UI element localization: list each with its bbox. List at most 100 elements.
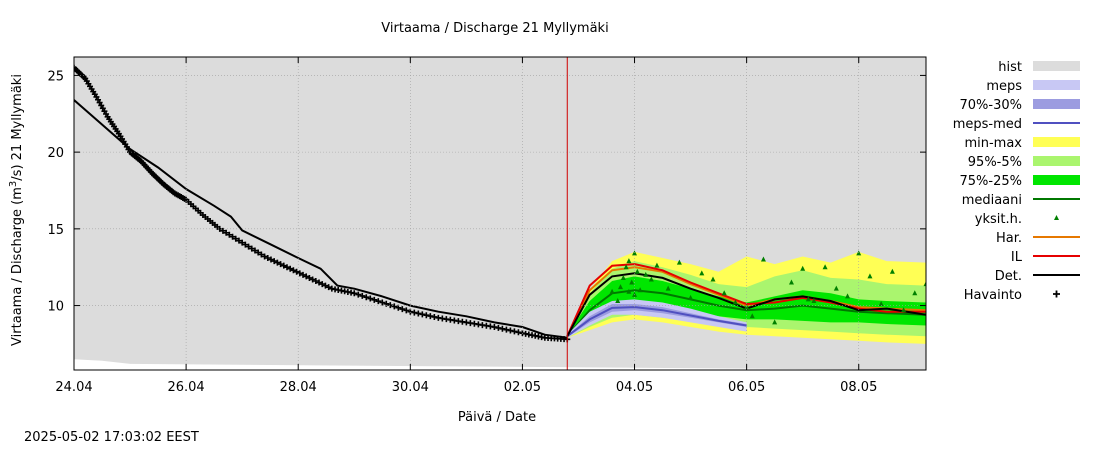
single-member-point (618, 284, 624, 290)
legend-label: mediaani (962, 193, 1022, 208)
legend-item-meps-med: meps-med (953, 117, 1080, 132)
legend: hist meps 70%-30% meps-med min-max 95%-5% 75%-… (953, 60, 1080, 303)
single-member-point (800, 265, 806, 271)
legend-item-mediaani: mediaani (962, 193, 1080, 208)
legend-item-har: Har. (996, 231, 1080, 246)
legend-label: 95%-5% (968, 155, 1022, 170)
x-tick-label: 08.05 (840, 380, 877, 395)
legend-item-yksit-h: yksit.h. (975, 212, 1059, 227)
legend-swatch (1033, 156, 1080, 166)
y-tick-label: 10 (47, 300, 64, 315)
y-axis-label-suffix: /s) 21 Myllymäki (10, 74, 25, 181)
observed-point (351, 290, 358, 297)
legend-swatch (1033, 99, 1080, 109)
observed-point (431, 313, 438, 320)
single-member-point (788, 279, 794, 285)
observed-point (242, 241, 249, 248)
70-30-series-8 (567, 304, 747, 337)
single-member-point (623, 264, 629, 270)
single-member-point (676, 259, 682, 265)
observed-point (427, 313, 434, 320)
observed-point (387, 302, 394, 309)
observed-point (359, 292, 366, 299)
legend-swatch (1054, 215, 1059, 220)
series-layer (74, 57, 926, 370)
single-member-point (699, 270, 705, 276)
y-tick-label: 20 (47, 146, 64, 161)
axis-layer: 24.04 26.04 28.04 30.04 02.05 04.05 06.05 08.05… (47, 57, 926, 395)
x-axis-label: Päivä / Date (458, 410, 536, 425)
legend-swatch (1053, 290, 1060, 298)
observed-point (264, 254, 271, 261)
plot-frame (73, 56, 927, 371)
observed-point (267, 256, 274, 263)
observed-point (287, 265, 294, 272)
observed-point (271, 258, 278, 265)
single-member-point (609, 288, 615, 294)
observed-point (296, 270, 303, 277)
observed-point (391, 303, 398, 310)
single-member-point (732, 299, 738, 305)
observed-point (399, 306, 406, 313)
il-series-11 (566, 263, 926, 337)
single-member-point (637, 287, 643, 293)
legend-item-havainto: Havainto (964, 288, 1060, 303)
single-member-point (626, 258, 632, 264)
observed-point (379, 299, 386, 306)
observed-point (511, 328, 518, 335)
legend-label: min-max (964, 136, 1022, 151)
observed-point (319, 281, 326, 288)
observed-point (280, 262, 287, 269)
legend-label: Havainto (964, 288, 1022, 303)
x-tick-label: 06.05 (728, 380, 765, 395)
observed-point (491, 324, 498, 331)
observed-point (312, 278, 319, 285)
single-member-point (878, 301, 884, 307)
observed-point (251, 247, 258, 254)
observed-point (367, 295, 374, 302)
legend-item-det: Det. (995, 269, 1080, 284)
legend-label: IL (1011, 250, 1023, 265)
single-member-point (912, 290, 918, 296)
y-axis-label-sup: 3 (8, 181, 19, 187)
yksit-h-series-13 (609, 250, 926, 325)
single-member-point (626, 288, 632, 294)
single-member-point (615, 297, 621, 303)
legend-label: meps (986, 79, 1022, 94)
observed-point (495, 324, 502, 331)
observed-point (232, 235, 239, 242)
observed-point (239, 239, 246, 246)
legend-item-75-25: 75%-25% (960, 174, 1080, 189)
observed-point (306, 274, 313, 281)
y-tick-label: 15 (47, 223, 64, 238)
single-member-point (721, 290, 727, 296)
legend-label: meps-med (953, 117, 1022, 132)
chart-title: Virtaama / Discharge 21 Myllymäki (381, 21, 608, 36)
single-member-point (654, 262, 660, 268)
observed-point (316, 279, 323, 286)
observed-point (277, 261, 284, 268)
x-tick-label: 02.05 (504, 380, 541, 395)
observed-point (423, 312, 430, 319)
single-member-point (665, 285, 671, 291)
observed-point (274, 259, 281, 266)
single-member-point (710, 276, 716, 282)
x-tick-label: 04.05 (616, 380, 653, 395)
x-tick-label: 24.04 (55, 380, 92, 395)
observed-point (235, 237, 242, 244)
observed-point (419, 311, 426, 318)
single-member-point (867, 273, 873, 279)
observed-point (371, 296, 378, 303)
observed-point (261, 253, 268, 260)
legend-swatch (1033, 137, 1080, 147)
havainto-series-1 (74, 64, 571, 343)
legend-item-70-30: 70%-30% (960, 98, 1080, 113)
single-member-point (643, 271, 649, 277)
legend-label: 70%-30% (960, 98, 1022, 113)
observed-point (303, 273, 310, 280)
observed-point (290, 267, 297, 274)
legend-swatch (1033, 175, 1080, 185)
single-member-point (845, 293, 851, 299)
det-series-12 (566, 272, 926, 337)
